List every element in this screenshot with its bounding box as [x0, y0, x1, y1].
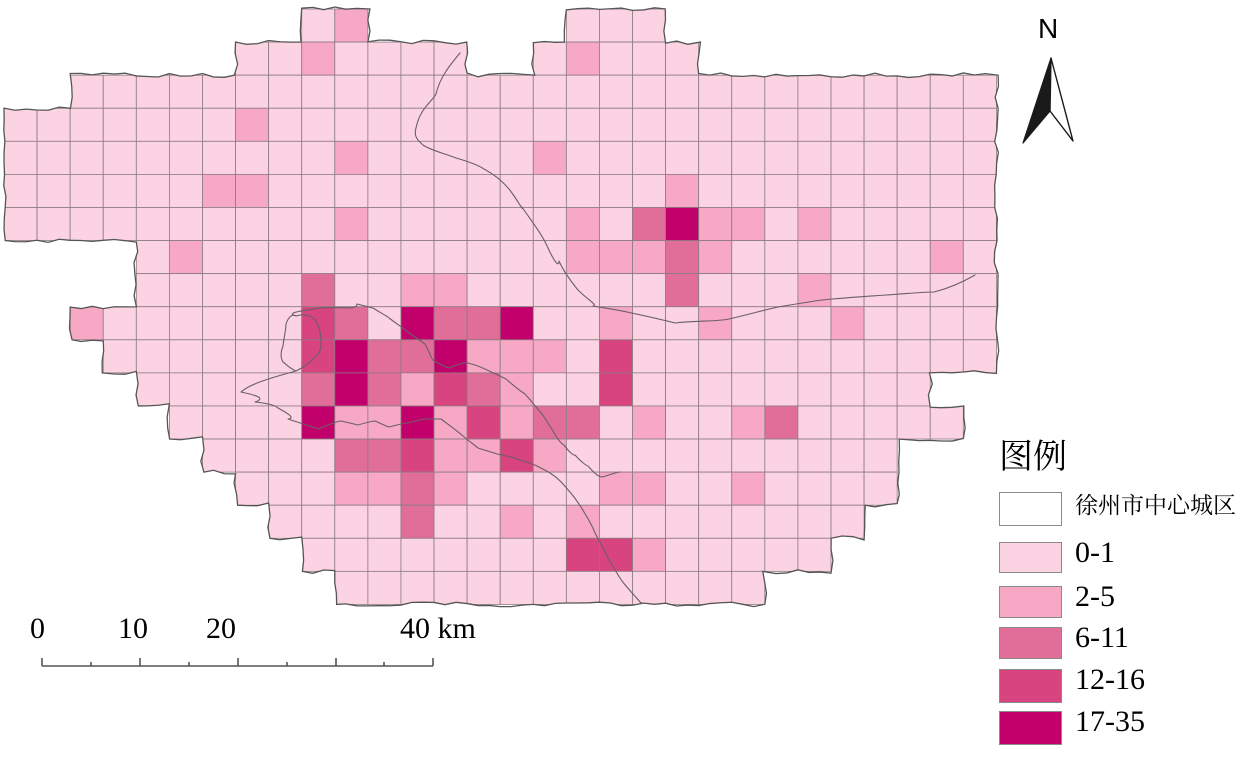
svg-text:40 km: 40 km — [400, 612, 476, 645]
svg-text:20: 20 — [206, 612, 236, 645]
svg-text:10: 10 — [118, 612, 148, 645]
svg-text:0: 0 — [30, 612, 45, 645]
